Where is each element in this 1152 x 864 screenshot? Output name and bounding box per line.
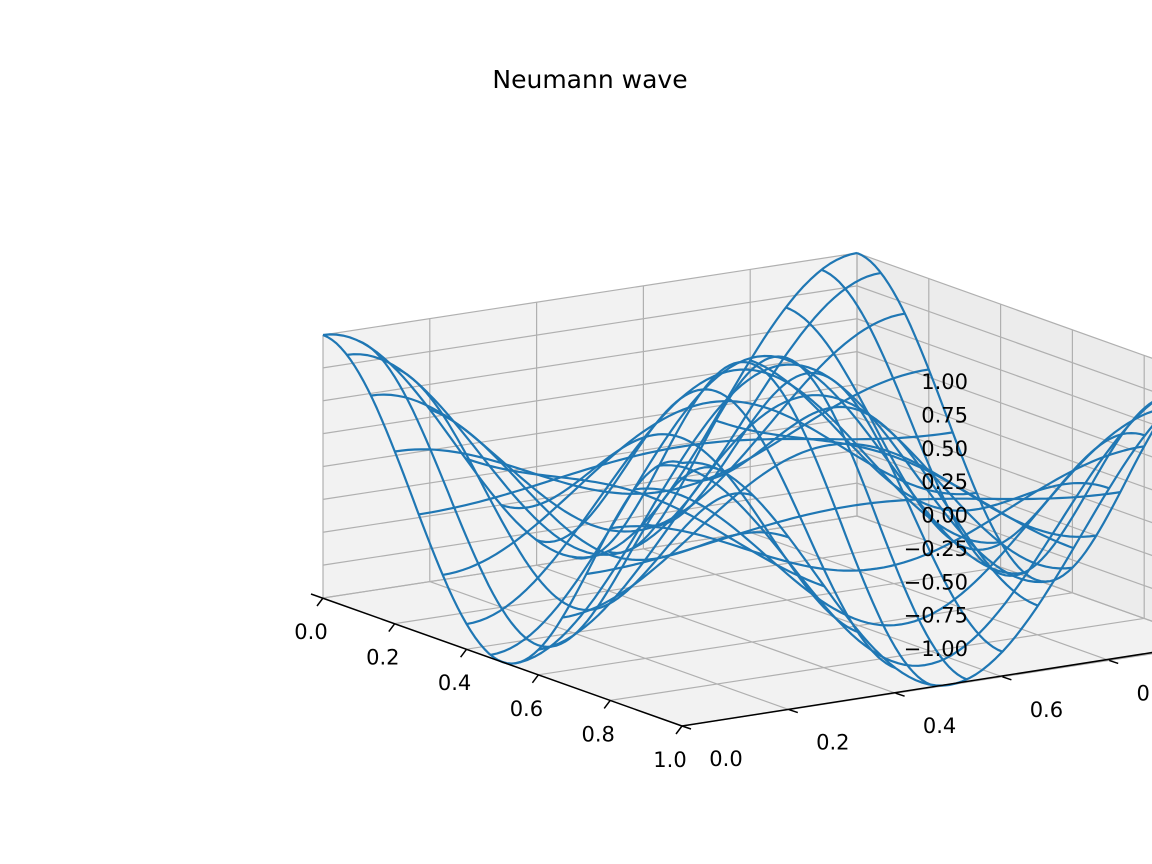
y-tick-label: 0.8 bbox=[1136, 681, 1152, 705]
grid-line-y-floor bbox=[643, 548, 1003, 678]
wire-line-constant-y bbox=[749, 359, 1110, 512]
z-tick-label: −1.00 bbox=[904, 637, 968, 661]
z-tick-label: 1.00 bbox=[921, 370, 968, 394]
z-tick-label: −0.75 bbox=[904, 604, 968, 628]
wire-line-constant-x bbox=[442, 400, 977, 576]
wire-line-constant-x bbox=[538, 394, 1073, 651]
wire-line-constant-y bbox=[571, 360, 932, 686]
z-tick-label: 0.75 bbox=[921, 403, 968, 427]
y-tick-label: 0.6 bbox=[1030, 698, 1063, 722]
wire-line-constant-y bbox=[607, 355, 968, 681]
wire-line-constant-y bbox=[785, 306, 1146, 551]
wire-line-constant-x bbox=[658, 401, 1152, 667]
z-tick-label: −0.25 bbox=[904, 537, 968, 561]
x-tick-mark bbox=[388, 623, 396, 633]
z-tick-label: 0.00 bbox=[921, 504, 968, 528]
grid-line-z-left-wall bbox=[322, 285, 858, 369]
y-tick-mark bbox=[1108, 659, 1119, 665]
grid-line-z-right-wall bbox=[856, 252, 1152, 359]
y-tick-label: 0.2 bbox=[816, 731, 849, 755]
grid-line-z-right-wall bbox=[856, 285, 1152, 392]
x-tick-mark bbox=[531, 674, 540, 684]
wire-line-constant-y bbox=[643, 371, 1003, 653]
wire-line-constant-y bbox=[500, 433, 861, 634]
grid-line-y-floor bbox=[429, 581, 790, 711]
grid-line-z-left-wall bbox=[322, 449, 858, 533]
axes-ticks: 0.00.20.40.60.81.00.00.20.40.60.81.0−1.0… bbox=[294, 370, 1152, 772]
y-axis-line bbox=[681, 651, 1152, 727]
grid-line-z-left-wall bbox=[322, 416, 858, 500]
x-tick-label: 1.0 bbox=[653, 748, 686, 772]
wire-line-constant-y bbox=[714, 419, 1074, 550]
y-tick-label: 0.0 bbox=[709, 747, 742, 771]
x-tick-label: 0.8 bbox=[581, 722, 614, 746]
grid-line-z-left-wall bbox=[322, 383, 858, 468]
wire-line-constant-x bbox=[610, 445, 1145, 572]
x-tick-label: 0.4 bbox=[438, 671, 471, 695]
grid-line-z-right-wall bbox=[856, 351, 1152, 458]
x-tick-label: 0.2 bbox=[366, 646, 399, 670]
grid-line-y-floor bbox=[749, 531, 1110, 661]
z-tick-label: 0.50 bbox=[921, 437, 968, 461]
wire-line-constant-x bbox=[418, 431, 953, 516]
wire-line-constant-y bbox=[856, 251, 1152, 583]
y-tick-mark bbox=[895, 692, 905, 697]
axes-lines bbox=[310, 593, 1152, 727]
grid-line-x-floor bbox=[538, 592, 1073, 676]
chart-title: Neumann wave bbox=[492, 65, 687, 94]
y-tick-mark bbox=[788, 708, 799, 714]
grid-line-y-floor bbox=[536, 564, 896, 694]
wire-line-constant-y bbox=[820, 268, 1152, 577]
wire-line-constant-y bbox=[678, 405, 1039, 607]
wire-line-constant-y bbox=[393, 366, 754, 612]
x-tick-mark bbox=[675, 725, 683, 735]
wire-line-constant-y bbox=[465, 457, 825, 588]
wire-line-constant-x bbox=[586, 491, 1121, 576]
x-tick-mark bbox=[316, 597, 324, 607]
x-tick-mark bbox=[603, 699, 611, 709]
grid-line-x-floor bbox=[394, 541, 929, 625]
wire-line-constant-x bbox=[490, 354, 1025, 656]
x-tick-label: 0.6 bbox=[510, 697, 543, 721]
grid-line-z-left-wall bbox=[322, 351, 858, 435]
x-tick-mark bbox=[460, 648, 468, 658]
x-tick-label: 0.0 bbox=[294, 620, 327, 644]
x-axis-line bbox=[310, 593, 683, 727]
grid-line-z-left-wall bbox=[322, 252, 858, 336]
y-tick-mark bbox=[1002, 676, 1012, 681]
grid-line-x-floor bbox=[466, 566, 1001, 650]
grid-line-x-floor bbox=[610, 617, 1145, 701]
wire-line-constant-x bbox=[466, 368, 1001, 626]
wire-line-constant-y bbox=[358, 339, 718, 649]
grid-line-z-right-wall bbox=[856, 482, 1152, 589]
z-tick-label: −0.50 bbox=[904, 570, 968, 594]
axes-grid bbox=[322, 252, 1152, 727]
wire-line-constant-x bbox=[346, 271, 882, 556]
wire-line-constant-y bbox=[536, 388, 897, 670]
y-tick-mark bbox=[681, 725, 692, 730]
grid-line-z-right-wall bbox=[856, 383, 1152, 491]
y-tick-label: 0.4 bbox=[923, 714, 956, 738]
z-tick-label: 0.25 bbox=[921, 470, 968, 494]
